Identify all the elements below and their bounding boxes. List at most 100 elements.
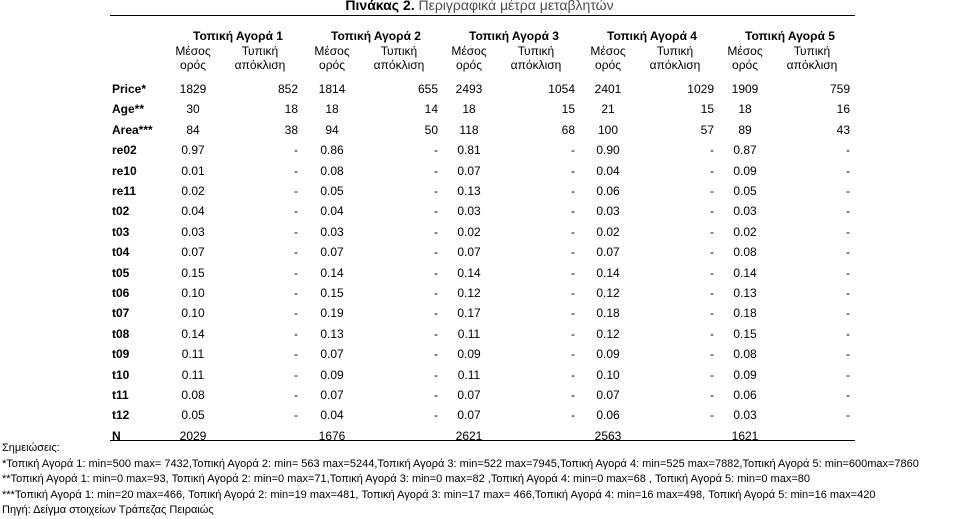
sd-cell: - (434, 286, 438, 300)
mean-cell: 0.03 (733, 204, 757, 219)
mean-cell: 0.14 (596, 265, 620, 280)
mean-cell: 0.13 (320, 326, 344, 341)
sd-cell: 50 (424, 122, 438, 137)
mean-subheader: Μέσος ορός (590, 44, 626, 72)
sd-cell: - (710, 224, 714, 239)
table-row: t09 0.11 - 0.07 - 0.09 - 0.09 - 0.08 - (0, 344, 959, 364)
mean-cell: 0.03 (181, 224, 205, 239)
mean-cell: 30 (186, 102, 200, 117)
mean-cell: 0.86 (320, 143, 344, 158)
sd-cell: 15 (700, 102, 714, 117)
mean-cell: 0.14 (181, 326, 205, 341)
mean-cell: 0.15 (733, 326, 757, 341)
table-caption: Περιγραφικά μέτρα μεταβλητών (418, 0, 614, 13)
sd-cell: - (846, 347, 850, 362)
row-label: t06 (112, 286, 130, 300)
sd-cell: - (846, 143, 850, 158)
sd-cell: - (294, 204, 298, 219)
mean-cell: 0.08 (320, 163, 344, 178)
sd-cell: - (710, 286, 714, 300)
sd-cell: - (294, 286, 298, 300)
mean-subheader: Μέσος ορός (314, 44, 350, 72)
bottom-rule (110, 440, 855, 441)
mean-cell: 0.10 (181, 306, 205, 321)
mean-cell: 0.07 (320, 347, 344, 362)
table-row: t11 0.08 - 0.07 - 0.07 - 0.07 - 0.06 - (0, 385, 959, 405)
sd-cell: 18 (284, 102, 298, 117)
table-row: N 2029 1676 2621 2563 1621 (0, 426, 959, 446)
mean-cell: 0.18 (733, 306, 757, 321)
sd-subheader: Τυπική απόκλιση (786, 44, 838, 72)
mean-cell: 0.04 (596, 163, 620, 178)
sd-cell: - (294, 245, 298, 260)
sd-cell: - (571, 224, 575, 239)
table-row: t05 0.15 - 0.14 - 0.14 - 0.14 - 0.14 - (0, 263, 959, 283)
row-label: t04 (112, 245, 130, 260)
sd-cell: - (710, 163, 714, 178)
table-row: t07 0.10 - 0.19 - 0.17 - 0.18 - 0.18 - (0, 303, 959, 323)
sd-cell: - (571, 143, 575, 158)
mean-cell: 100 (597, 122, 619, 137)
mean-subheader: Μέσος ορός (727, 44, 763, 72)
sd-cell: 68 (561, 122, 575, 137)
sd-cell: - (846, 326, 850, 341)
mean-subheader: Μέσος ορός (451, 44, 487, 72)
mean-cell: 1814 (318, 82, 346, 96)
mean-cell: 0.07 (596, 388, 620, 402)
sd-cell: - (294, 347, 298, 362)
mean-cell: 0.11 (181, 347, 205, 362)
sd-cell: 57 (700, 122, 714, 137)
sd-cell: - (710, 204, 714, 219)
sd-cell: 15 (561, 102, 575, 117)
row-label: t02 (112, 204, 130, 219)
sd-cell: 759 (829, 82, 850, 96)
mean-cell: 21 (601, 102, 615, 117)
sd-cell: 1029 (687, 82, 714, 96)
mean-cell: 0.14 (457, 265, 481, 280)
sd-cell: - (846, 224, 850, 239)
sd-cell: - (571, 286, 575, 300)
mean-cell: 0.07 (457, 388, 481, 402)
table-row: t12 0.05 - 0.04 - 0.07 - 0.06 - 0.03 - (0, 405, 959, 425)
sd-cell: - (710, 367, 714, 382)
sd-cell: - (846, 286, 850, 300)
row-label: t05 (112, 265, 130, 280)
sd-cell: - (434, 347, 438, 362)
sd-cell: - (294, 224, 298, 239)
sd-cell: - (434, 265, 438, 280)
mean-cell: 0.12 (596, 326, 620, 341)
sd-cell: - (294, 326, 298, 341)
sd-subheader: Τυπική απόκλιση (649, 44, 701, 72)
row-label: t07 (112, 306, 130, 321)
mean-cell: 0.06 (733, 388, 757, 402)
sd-cell: - (571, 163, 575, 178)
mean-cell: 0.07 (320, 245, 344, 260)
mean-cell: 0.07 (457, 408, 481, 423)
table-row: t03 0.03 - 0.03 - 0.02 - 0.02 - 0.02 - (0, 222, 959, 242)
table-row: t10 0.11 - 0.09 - 0.11 - 0.10 - 0.09 - (0, 365, 959, 385)
mean-cell: 18 (325, 102, 339, 117)
table-row: re10 0.01 - 0.08 - 0.07 - 0.04 - 0.09 - (0, 161, 959, 181)
sd-cell: - (434, 245, 438, 260)
mean-cell: 0.02 (596, 224, 620, 239)
mean-cell: 0.19 (320, 306, 344, 321)
top-rule (110, 15, 855, 16)
sd-cell: - (571, 245, 575, 260)
mean-cell: 0.02 (457, 224, 481, 239)
sd-cell: - (434, 326, 438, 341)
mean-cell: 0.02 (733, 224, 757, 239)
sd-cell: 16 (836, 102, 850, 117)
sd-cell: - (846, 163, 850, 178)
mean-cell: 2621 (455, 428, 483, 443)
mean-cell: 0.03 (733, 408, 757, 423)
row-label: re11 (112, 184, 137, 198)
sd-cell: - (710, 326, 714, 341)
mean-cell: 0.97 (181, 143, 205, 158)
table-row: t06 0.10 - 0.15 - 0.12 - 0.12 - 0.13 - (0, 283, 959, 303)
notes-heading: Σημειώσεις: (2, 442, 60, 454)
mean-cell: 1829 (179, 82, 207, 96)
sd-cell: - (710, 408, 714, 423)
market-header-4: Τοπική Αγορά 4 (607, 29, 697, 43)
sd-cell: - (710, 245, 714, 260)
table-number: Πινάκας 2. (345, 0, 415, 13)
